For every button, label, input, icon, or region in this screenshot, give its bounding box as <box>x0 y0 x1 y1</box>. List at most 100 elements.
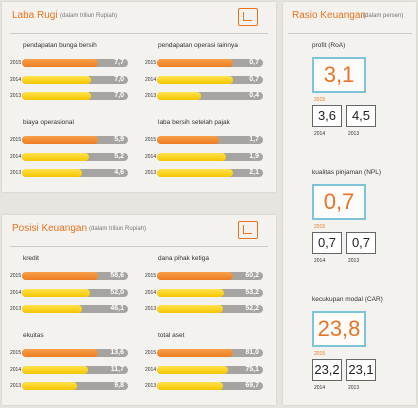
year-label: 2013 <box>10 383 22 389</box>
value-label: 11,7 <box>110 365 124 373</box>
group-label: pendapatan operasi lainnya <box>158 42 238 49</box>
year-label: 2013 <box>10 306 22 312</box>
value-label: 52,2 <box>245 305 259 312</box>
year-label: 2015 <box>10 137 22 143</box>
value-label: 60,2 <box>245 272 259 279</box>
ratio-previous: 3,6 <box>312 105 342 127</box>
bar <box>22 288 90 297</box>
value-label: 81,0 <box>245 349 259 356</box>
year-label: 2013 <box>10 93 22 99</box>
bar <box>22 75 92 84</box>
ratio-current: 3,1 <box>312 57 366 93</box>
bar <box>22 92 92 100</box>
value-label: 52,0 <box>110 288 124 296</box>
group-label: ekuitas <box>23 332 44 339</box>
value-label: 1,9 <box>249 152 259 160</box>
year-label: 2013 <box>145 306 157 312</box>
year-label: 2013 <box>10 170 22 176</box>
section-subtitle: (dalam triliun Rupiah) <box>89 226 147 232</box>
year-label: 2013 <box>145 383 157 389</box>
ratio-previous: 4,5 <box>346 105 376 127</box>
year-label: 2015 <box>145 273 157 279</box>
bar <box>157 272 234 280</box>
year-label: 2014 <box>314 385 326 391</box>
year-label: 2015 <box>145 137 157 143</box>
value-label: 2,1 <box>249 169 259 176</box>
group-label: total aset <box>158 332 185 339</box>
value-label: 5,9 <box>114 136 124 143</box>
ratio-previous: 0,7 <box>312 232 342 254</box>
value-label: 58,6 <box>110 272 124 279</box>
value-label: 0,7 <box>249 75 259 83</box>
year-label: 2014 <box>145 366 157 373</box>
value-label: 0,7 <box>249 59 259 66</box>
year-label: 2014 <box>10 366 22 373</box>
value-label: 5,2 <box>114 152 124 160</box>
section-subtitle: (dalam persen) <box>363 13 404 19</box>
year-label: 2013 <box>348 385 360 391</box>
year-label: 2013 <box>145 170 157 176</box>
value-label: 13,6 <box>110 349 124 356</box>
ratio-previous: 23,1 <box>346 359 376 381</box>
group-label: biaya operasional <box>23 119 74 126</box>
year-label: 2014 <box>145 153 157 160</box>
divider <box>288 33 412 34</box>
year-label: 2014 <box>314 258 326 264</box>
year-label: 2015 <box>145 350 157 356</box>
year-label: 2015 <box>314 351 326 357</box>
ratio-current: 23,8 <box>312 311 366 347</box>
value-label: 7,7 <box>114 59 124 66</box>
bar <box>157 152 227 161</box>
bar <box>157 75 234 84</box>
group-label: laba bersih setelah pajak <box>158 119 230 126</box>
bar <box>157 59 234 67</box>
year-label: 2014 <box>145 289 157 296</box>
value-label: 4,6 <box>114 169 124 176</box>
value-label: 75,1 <box>245 365 259 373</box>
ratio-label: profit (RoA) <box>312 42 346 49</box>
bar <box>22 305 83 313</box>
bar <box>22 365 88 374</box>
bar <box>157 136 219 144</box>
bar <box>22 169 82 177</box>
value-label: 9,8 <box>114 382 124 389</box>
year-label: 2015 <box>10 350 22 356</box>
divider <box>10 33 268 34</box>
year-label: 2015 <box>145 60 157 66</box>
bar <box>22 136 99 144</box>
section-subtitle: (dalam triliun Rupiah) <box>60 13 118 19</box>
bar <box>22 382 77 390</box>
section-title: Rasio Keuangan <box>292 10 366 21</box>
value-label: 7,0 <box>114 75 124 83</box>
year-label: 2014 <box>10 153 22 160</box>
ratio-previous: 23,2 <box>312 359 342 381</box>
year-label: 2014 <box>10 76 22 83</box>
section-title: Posisi Keuangan <box>12 223 88 234</box>
value-label: 46,1 <box>110 305 124 312</box>
section-title: Laba Rugi <box>12 10 58 21</box>
icon-mark <box>243 12 252 21</box>
bar <box>157 169 234 177</box>
value-label: 69,7 <box>245 382 259 389</box>
year-label: 2013 <box>145 93 157 99</box>
year-label: 2015 <box>10 60 22 66</box>
ratio-label: kualitas pinjaman (NPL) <box>312 169 382 176</box>
bar <box>157 349 234 357</box>
value-label: 0,4 <box>249 92 259 99</box>
year-label: 2015 <box>314 97 326 103</box>
group-label: pendapatan bunga bersih <box>23 42 97 49</box>
group-label: kredit <box>23 255 39 262</box>
bar-track <box>157 92 263 100</box>
value-label: 1,7 <box>249 136 259 143</box>
bar <box>22 272 99 280</box>
ratio-previous: 0,7 <box>346 232 376 254</box>
divider <box>10 246 268 247</box>
year-label: 2015 <box>10 273 22 279</box>
bar <box>157 288 225 297</box>
bar <box>22 59 99 67</box>
value-label: 7,0 <box>114 92 124 99</box>
bar <box>157 92 201 100</box>
year-label: 2013 <box>348 131 360 137</box>
